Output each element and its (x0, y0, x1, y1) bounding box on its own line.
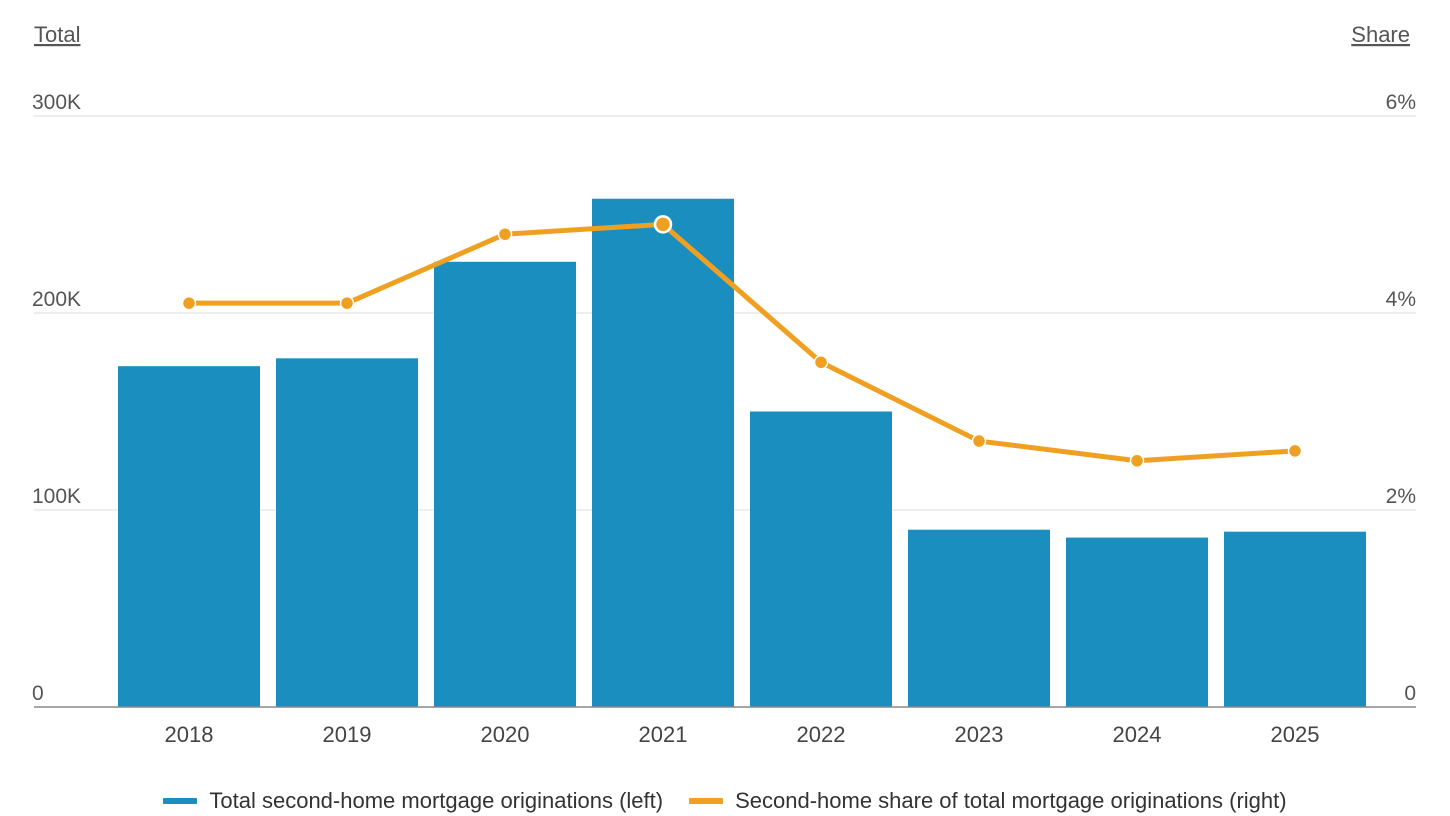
x-tick-label: 2019 (323, 722, 372, 747)
x-tick-label: 2018 (165, 722, 214, 747)
share-point-2019[interactable] (339, 295, 355, 311)
x-tick-label: 2021 (639, 722, 688, 747)
line-series (181, 215, 1303, 468)
legend-label-bars: Total second-home mortgage originations … (209, 788, 664, 813)
bar-2025[interactable] (1224, 531, 1366, 707)
share-point-2024[interactable] (1129, 453, 1145, 468)
right-tick-label: 0 (1404, 682, 1416, 705)
left-tick-label: 300K (32, 91, 81, 114)
bar-2020[interactable] (434, 261, 576, 707)
combo-chart: Total Share 0 0 100K 2% 200K 4% 300K 6% 2018 2019… (32, 22, 1416, 747)
bar-2021[interactable] (592, 198, 734, 708)
right-tick-label: 4% (1386, 288, 1416, 311)
x-tick-label: 2022 (797, 722, 846, 747)
legend-swatch-bars (163, 798, 198, 804)
legend-item-bars[interactable]: Total second-home mortgage originations … (163, 788, 663, 814)
left-axis-title: Total (34, 22, 80, 47)
x-tick-label: 2023 (955, 722, 1004, 747)
share-point-2022[interactable] (813, 355, 829, 370)
x-tick-label: 2020 (481, 722, 530, 747)
left-tick-label: 0 (32, 682, 44, 705)
bar-2018[interactable] (118, 366, 260, 707)
bar-series (118, 198, 1366, 708)
bar-2019[interactable] (276, 358, 418, 707)
share-point-2020[interactable] (497, 226, 513, 242)
share-line (186, 221, 1298, 464)
axis-labels: Total Share 0 0 100K 2% 200K 4% 300K 6% 2018 2019… (32, 22, 1416, 747)
share-point-2025[interactable] (1287, 443, 1303, 459)
right-tick-label: 6% (1386, 91, 1416, 114)
bar-2022[interactable] (750, 411, 892, 708)
share-point-2023[interactable] (971, 433, 987, 449)
left-tick-label: 100K (32, 485, 81, 508)
legend-item-line[interactable]: Second-home share of total mortgage orig… (689, 788, 1287, 814)
share-point-2021[interactable] (653, 215, 673, 234)
left-tick-label: 200K (32, 288, 81, 311)
legend-label-line: Second-home share of total mortgage orig… (735, 788, 1287, 813)
share-point-2018[interactable] (181, 295, 197, 311)
right-tick-label: 2% (1386, 485, 1416, 508)
bar-2024[interactable] (1066, 537, 1208, 707)
bar-2023[interactable] (908, 529, 1050, 707)
legend-swatch-line (689, 798, 724, 804)
legend: Total second-home mortgage originations … (0, 786, 1450, 816)
right-axis-title: Share (1351, 22, 1410, 47)
x-tick-label: 2024 (1113, 722, 1162, 747)
x-tick-label: 2025 (1271, 722, 1320, 747)
